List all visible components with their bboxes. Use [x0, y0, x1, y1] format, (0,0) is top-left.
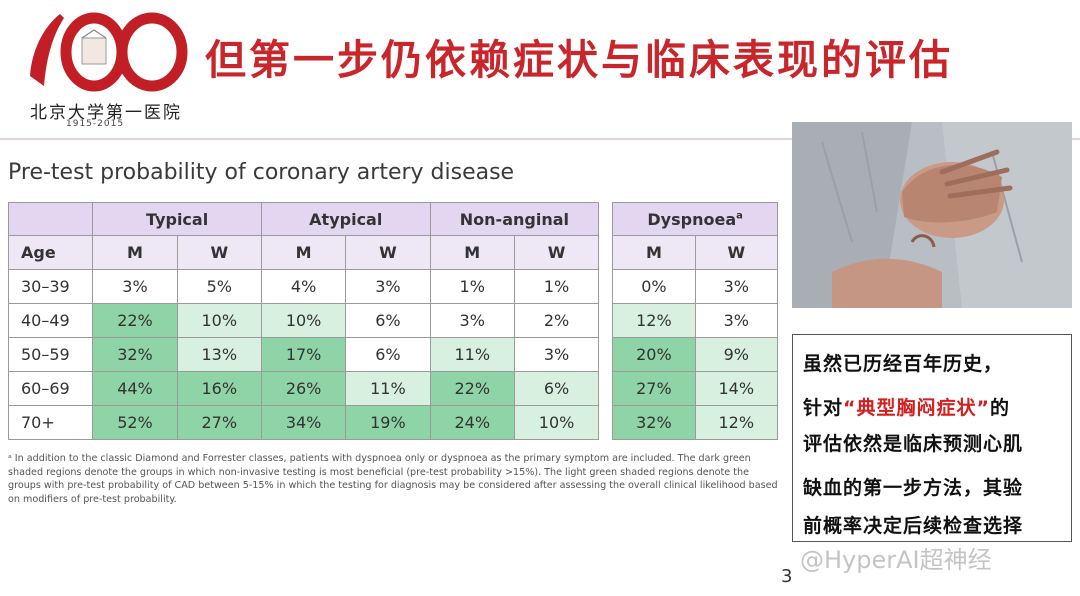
probability-cell: 3% [345, 269, 431, 304]
callout-line-4: 缺血的第一步方法，其验 [803, 477, 1024, 499]
callout-line-3: 评估依然是临床预测心肌 [803, 433, 1024, 455]
probability-cell: 9% [694, 337, 779, 372]
logo-years: 1915-2015 [66, 119, 125, 129]
header-sex: W [176, 235, 262, 270]
slide-title: 但第一步仍依赖症状与临床表现的评估 [205, 36, 953, 84]
header-sex: M [260, 235, 347, 270]
age-cell: 50–59 [7, 337, 94, 372]
probability-cell: 13% [176, 337, 262, 372]
watermark: @HyperAI超神经 [800, 546, 992, 574]
probability-cell: 6% [345, 303, 431, 338]
callout-box: 虽然已历经百年历史， 针对“典型胸闷症状”的 评估依然是临床预测心肌 缺血的第一… [792, 334, 1072, 542]
probability-cell: 32% [612, 405, 696, 440]
probability-cell: 6% [345, 337, 431, 372]
probability-cell: 12% [694, 405, 779, 440]
table-gap [598, 235, 614, 270]
header-non-anginal: Non-anginal [429, 202, 600, 236]
table-header-sex: Age M W M W M W M W [7, 235, 779, 270]
header-sex: W [694, 235, 779, 270]
probability-cell: 17% [260, 337, 347, 372]
callout-line-5: 前概率决定后续检查选择 [803, 515, 1024, 537]
probability-cell: 3% [694, 269, 779, 304]
table-subtitle: Pre-test probability of coronary artery … [8, 160, 515, 185]
probability-cell: 27% [176, 405, 262, 440]
age-cell: 40–49 [7, 303, 94, 338]
table-gap [598, 371, 614, 406]
probability-cell: 6% [513, 371, 600, 406]
probability-cell: 10% [260, 303, 347, 338]
table-gap [598, 405, 614, 440]
table-body: 30–39 3% 5% 4% 3% 1% 1% 0% 3% 40–49 22% 10% 10% 6% 3% 2… [7, 269, 779, 440]
table-header-groups: Typical Atypical Non-anginal Dyspnoeaa [7, 202, 778, 236]
probability-cell: 10% [176, 303, 262, 338]
probability-cell: 10% [513, 405, 600, 440]
header-sex: W [513, 235, 600, 270]
table-row: 40–49 22% 10% 10% 6% 3% 2% 12% 3% [7, 303, 779, 338]
table-gap [598, 337, 614, 372]
table-row: 30–39 3% 5% 4% 3% 1% 1% 0% 3% [7, 269, 779, 304]
header-sex: M [612, 235, 696, 270]
probability-cell: 12% [612, 303, 696, 338]
hospital-logo: 北京大学第一医院 1915-2015 [22, 6, 192, 130]
header-atypical: Atypical [260, 202, 431, 236]
table-row: 70+ 52% 27% 34% 19% 24% 10% 32% 12% [7, 405, 779, 440]
header-sex: M [429, 235, 515, 270]
page-number: 3 [781, 566, 793, 587]
chest-pain-image-icon [792, 122, 1072, 308]
chest-pain-photo [792, 122, 1072, 308]
callout-line-1: 虽然已历经百年历史， [803, 353, 1004, 375]
callout-emphasis: “典型胸闷症状” [843, 397, 990, 419]
header-age: Age [7, 235, 94, 270]
probability-cell: 44% [92, 371, 178, 406]
probability-cell: 5% [176, 269, 262, 304]
probability-cell: 22% [429, 371, 515, 406]
table-gap [598, 269, 614, 304]
title-divider [0, 138, 1080, 140]
table-footnote: ᵃ In addition to the classic Diamond and… [8, 453, 778, 505]
header-dyspnoea: Dyspnoeaa [612, 202, 778, 236]
table-gap [598, 303, 614, 338]
logo-text: 北京大学第一医院 [30, 103, 182, 123]
probability-cell: 26% [260, 371, 347, 406]
age-cell: 70+ [7, 405, 94, 440]
probability-cell: 3% [429, 303, 515, 338]
age-cell: 30–39 [7, 269, 94, 304]
callout-line-2: 针对“典型胸闷症状”的 [803, 397, 1011, 419]
header-typical: Typical [92, 202, 262, 236]
header-empty-cell [7, 202, 94, 236]
centennial-emblem-icon [30, 12, 188, 92]
probability-cell: 32% [92, 337, 178, 372]
table-gap [598, 202, 614, 236]
probability-cell: 22% [92, 303, 178, 338]
probability-cell: 20% [612, 337, 696, 372]
probability-cell: 52% [92, 405, 178, 440]
probability-cell: 11% [345, 371, 431, 406]
probability-cell: 2% [513, 303, 600, 338]
probability-cell: 16% [176, 371, 262, 406]
probability-cell: 11% [429, 337, 515, 372]
probability-cell: 4% [260, 269, 347, 304]
pretest-probability-table: Typical Atypical Non-anginal Dyspnoeaa A… [7, 202, 779, 440]
probability-cell: 24% [429, 405, 515, 440]
probability-cell: 3% [92, 269, 178, 304]
table-row: 50–59 32% 13% 17% 6% 11% 3% 20% 9% [7, 337, 779, 372]
probability-cell: 0% [612, 269, 696, 304]
header-sex: W [345, 235, 431, 270]
age-cell: 60–69 [7, 371, 94, 406]
header-sex: M [92, 235, 178, 270]
probability-cell: 3% [694, 303, 779, 338]
probability-cell: 1% [429, 269, 515, 304]
probability-cell: 27% [612, 371, 696, 406]
probability-cell: 1% [513, 269, 600, 304]
probability-cell: 19% [345, 405, 431, 440]
probability-cell: 3% [513, 337, 600, 372]
probability-cell: 34% [260, 405, 347, 440]
probability-cell: 14% [694, 371, 779, 406]
table-row: 60–69 44% 16% 26% 11% 22% 6% 27% 14% [7, 371, 779, 406]
